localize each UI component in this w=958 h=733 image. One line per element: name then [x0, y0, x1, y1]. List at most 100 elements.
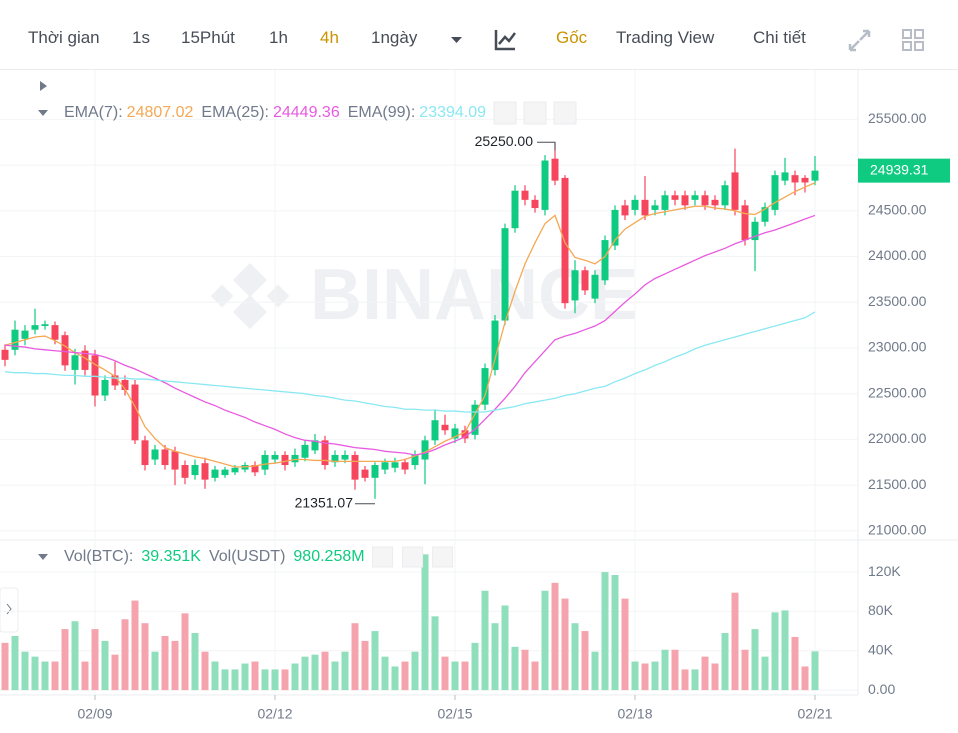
legend-icon[interactable] — [372, 546, 394, 568]
view-button[interactable]: Trading View — [616, 28, 715, 47]
volume-bar — [461, 661, 469, 691]
annotation-line — [537, 141, 556, 151]
interval-button[interactable]: 1s — [132, 28, 150, 47]
candle-body — [801, 177, 809, 183]
volume-bar — [261, 669, 269, 691]
legend-label: Vol(USDT) — [209, 548, 285, 565]
volume-bar — [101, 640, 109, 691]
candle-body — [481, 368, 489, 405]
candle-body — [21, 330, 29, 339]
volume-bar — [21, 651, 29, 691]
volume-bar — [751, 629, 759, 691]
watermark: BINANCE — [310, 255, 638, 335]
y-tick-label: 21500.00 — [868, 476, 927, 492]
volume-bar — [721, 633, 729, 691]
legend-icon[interactable] — [523, 101, 547, 125]
side-tab[interactable] — [0, 587, 19, 633]
layout-icon[interactable] — [902, 29, 924, 51]
legend-label: Vol(BTC): — [64, 548, 133, 565]
legend-icon[interactable] — [432, 546, 454, 568]
legend-icon[interactable] — [402, 546, 424, 568]
volume-bar — [141, 623, 149, 691]
volume-bar — [91, 629, 99, 691]
candle-body — [191, 465, 199, 476]
candle-body — [331, 454, 339, 463]
y-tick-label: 120K — [868, 563, 901, 579]
y-tick-label: 21000.00 — [868, 522, 927, 538]
volume-bar — [651, 661, 659, 691]
collapse-arrow[interactable] — [40, 81, 47, 91]
candle-body — [181, 465, 189, 478]
candle-body — [121, 379, 129, 391]
candle-body — [171, 451, 179, 470]
candle-body — [321, 440, 329, 466]
candle-body — [691, 195, 699, 200]
candle-body — [311, 440, 319, 451]
x-tick-label: 02/09 — [77, 706, 112, 722]
candle-body — [131, 384, 139, 441]
volume-bar — [411, 651, 419, 691]
interval-button[interactable]: 1ngày — [371, 28, 418, 47]
candle-body — [581, 270, 589, 291]
ema-line — [4, 182, 816, 468]
candle-body — [111, 375, 119, 386]
volume-bar — [671, 649, 679, 691]
y-tick-label: 80K — [868, 602, 894, 618]
vol-legend-toggle[interactable] — [38, 554, 48, 560]
volume-bar — [431, 616, 439, 691]
candle-body — [611, 209, 619, 246]
volume-bar — [441, 656, 449, 691]
candle-body — [531, 199, 539, 209]
candle-body — [101, 379, 109, 396]
volume-bar — [771, 612, 779, 691]
legend-value: 24807.02 — [127, 104, 194, 121]
candle-body — [351, 454, 359, 480]
candle-body — [521, 190, 529, 200]
volume-bar — [31, 656, 39, 691]
candle-body — [721, 185, 729, 206]
interval-button[interactable]: 4h — [320, 28, 339, 47]
legend-label: EMA(99): — [348, 104, 416, 121]
candle-body — [491, 320, 499, 370]
volume-bar — [291, 663, 299, 691]
view-button[interactable]: Chi tiết — [753, 28, 806, 47]
candle-body — [771, 175, 779, 210]
volume-bar — [211, 661, 219, 691]
volume-bar — [711, 663, 719, 691]
legend-icon[interactable] — [553, 101, 577, 125]
candle-body — [61, 335, 69, 366]
candle-body — [81, 350, 89, 370]
volume-bar — [341, 651, 349, 691]
volume-bar — [321, 651, 329, 691]
interval-button[interactable]: 1h — [269, 28, 288, 47]
volume-bar — [451, 661, 459, 691]
volume-bar — [361, 640, 369, 691]
indicator-icon[interactable] — [494, 30, 516, 51]
candle-body — [561, 177, 569, 304]
volume-bar — [161, 635, 169, 691]
volume-bar — [61, 629, 69, 691]
view-button[interactable]: Gốc — [556, 28, 588, 47]
y-tick-label: 23000.00 — [868, 339, 927, 355]
candle-body — [341, 454, 349, 460]
volume-bar — [661, 649, 669, 691]
volume-bar — [311, 654, 319, 691]
candle-body — [441, 424, 449, 431]
legend-toggle[interactable] — [38, 110, 48, 116]
annotation: 25250.00 — [475, 133, 534, 149]
volume-bar — [491, 623, 499, 691]
candle-body — [471, 404, 479, 435]
more-intervals[interactable] — [451, 37, 462, 43]
candle-body — [371, 465, 379, 478]
candle-body — [71, 355, 79, 370]
y-tick-label: 22500.00 — [868, 384, 927, 400]
fullscreen-icon[interactable] — [848, 29, 871, 52]
legend-icon[interactable] — [493, 101, 517, 125]
interval-button[interactable]: 15Phút — [181, 28, 235, 47]
volume-bar — [631, 661, 639, 691]
candle-body — [551, 158, 559, 181]
candle-body — [291, 454, 299, 463]
volume-bar — [621, 598, 629, 691]
volume-bar — [801, 666, 809, 691]
volume-bar — [511, 646, 519, 691]
